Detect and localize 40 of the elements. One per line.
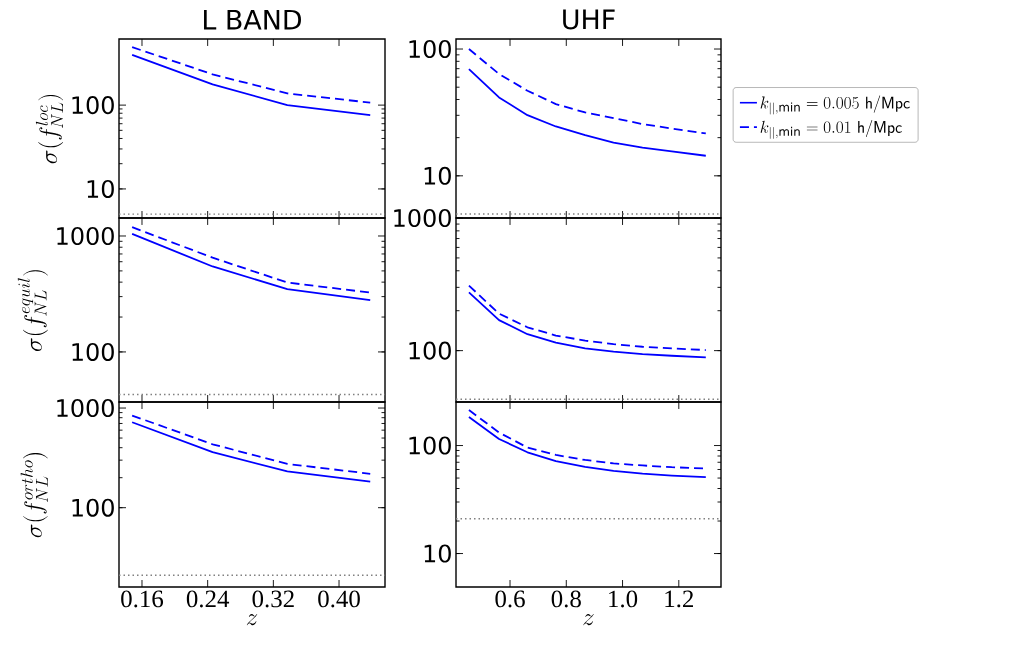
x-tick-label: 0.32: [252, 590, 294, 608]
legend-label: $k_{||,\mathrm{min}} = 0.005\ \mathsf{h/Mpc}$: [760, 95, 910, 115]
line-series: [131, 421, 372, 483]
y-tick-label: 1000: [57, 399, 114, 418]
line-series: [131, 53, 372, 116]
y-tick-label: 10: [424, 544, 451, 563]
x-tick-label: 0.24: [186, 590, 230, 608]
y-tick-label: 100: [72, 96, 114, 115]
line-series: [468, 48, 707, 135]
y-tick-label: 100: [409, 341, 451, 360]
line-series: [131, 46, 372, 104]
y-tick-label: 100: [72, 498, 114, 517]
x-tick-label: 1.2: [665, 590, 693, 608]
line-series: [131, 414, 372, 475]
line-series: [468, 68, 707, 157]
x-tick-label: 1.0: [609, 590, 638, 608]
x-tick-label: 0.16: [121, 590, 164, 608]
y-tick-label: 1000: [394, 208, 451, 228]
x-tick-label: 0.6: [495, 590, 525, 608]
line-series: [468, 284, 707, 351]
y-axis-title: $\sigma(f_{NL}^{loc})$: [35, 95, 64, 164]
x-axis-title: $z$: [583, 614, 594, 626]
x-axis-title: $z$: [246, 614, 258, 626]
y-tick-label: 10: [424, 166, 451, 185]
legend-label: $k_{||,\mathrm{min}} = 0.01\ \mathsf{h/Mpc}$: [760, 119, 902, 139]
x-tick-label: 0.8: [551, 590, 581, 608]
y-tick-label: 10: [87, 179, 114, 198]
chart-title: L BAND: [204, 9, 301, 30]
line-series: [131, 226, 372, 294]
x-tick-label: 0.40: [318, 590, 360, 608]
y-tick-label: 1000: [57, 226, 114, 246]
line-series: [131, 233, 372, 301]
y-tick-label: 100: [409, 39, 451, 59]
y-axis-title: $\sigma(f_{NL}^{ortho})$: [20, 453, 48, 538]
line-series: [468, 291, 707, 359]
line-series: [468, 416, 707, 479]
y-tick-label: 100: [409, 436, 451, 455]
y-axis-title: $\sigma(f_{NL}^{equil})$: [17, 270, 48, 352]
chart-title: UHF: [563, 9, 615, 30]
y-tick-label: 100: [72, 342, 114, 361]
